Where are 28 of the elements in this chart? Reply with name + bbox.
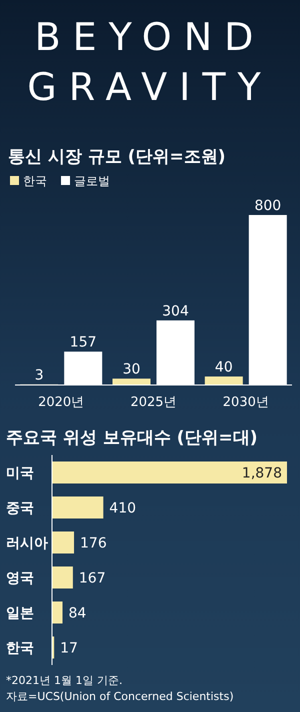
data-label: 800 bbox=[254, 198, 282, 214]
data-label: 157 bbox=[70, 334, 97, 351]
data-label: 304 bbox=[162, 303, 189, 320]
x-tick-label: 2020년 bbox=[38, 395, 84, 410]
text: *2021년 1월 1일 기준. bbox=[6, 674, 122, 687]
legend-label: 한국 bbox=[23, 174, 47, 188]
chart-title: BEYOND GRAVITY bbox=[27, 15, 273, 109]
data-label: 176 bbox=[80, 536, 107, 552]
x-tick-label: 2025년 bbox=[130, 395, 177, 410]
y-tick-label: 한국 bbox=[6, 640, 34, 656]
data-label: 167 bbox=[78, 570, 106, 586]
y-tick-label: 영국 bbox=[6, 570, 34, 586]
data-label: 40 bbox=[214, 360, 233, 376]
data-label: 410 bbox=[109, 500, 136, 516]
legend-label: 글로벌 bbox=[74, 174, 110, 188]
y-tick-label: 미국 bbox=[6, 466, 34, 482]
y-tick-label: 중국 bbox=[6, 500, 34, 516]
chart-title: 주요국 위성 보유대수 (단위=대) bbox=[6, 428, 258, 448]
data-label: 17 bbox=[60, 640, 78, 656]
data-label: 1,878 bbox=[242, 466, 282, 482]
chart-subtitle: 통신 시장 규모 (단위=조원) bbox=[8, 147, 226, 167]
data-label: 3 bbox=[34, 367, 44, 384]
text: 자료=UCS(Union of Concerned Scientists) bbox=[6, 690, 234, 703]
data-label: 30 bbox=[122, 362, 140, 378]
y-tick-label: 일본 bbox=[6, 606, 34, 622]
y-tick-label: 러시아 bbox=[6, 536, 48, 552]
x-tick-label: 2030년 bbox=[222, 395, 269, 410]
data-label: 84 bbox=[68, 606, 86, 622]
